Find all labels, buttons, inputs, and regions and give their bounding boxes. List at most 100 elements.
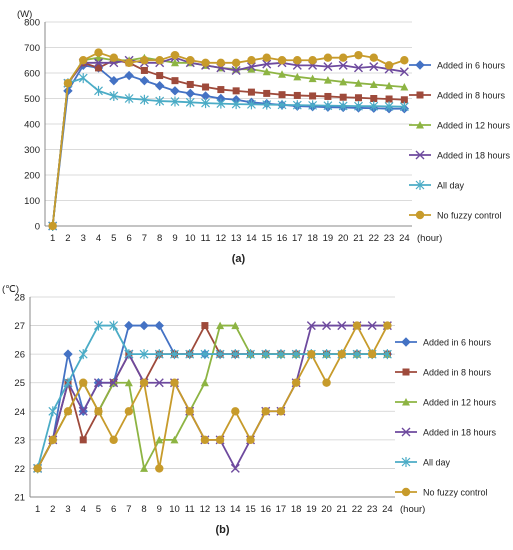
data-point [247,99,256,110]
data-point [322,321,332,331]
data-point [354,101,363,112]
y-tick-label: 26 [14,350,25,361]
x-tick-label: 11 [201,233,211,244]
data-point [369,53,378,62]
series-line [51,59,405,227]
legend-item: Added in 12 hours [409,121,511,131]
legend-label: No fuzzy control [437,211,502,221]
y-tick-label: 600 [24,69,40,80]
data-point [48,406,58,417]
x-tick-label: 2 [50,504,55,515]
series-all-day [33,320,392,474]
data-point [200,378,209,387]
legend-marker [415,210,425,220]
data-point [154,320,164,331]
data-point [202,83,210,91]
data-point [78,349,88,360]
legend-item: Added in 8 hours [395,368,492,378]
x-tick-label: 18 [307,233,318,244]
x-tick-label: 8 [157,233,162,244]
data-point [139,349,149,360]
data-point [231,65,241,75]
data-point [170,435,179,444]
x-tick-label: 9 [172,233,177,244]
legend-marker [401,337,411,347]
data-point [354,50,363,60]
data-point [93,378,103,388]
x-tick-label: 23 [384,233,395,244]
data-point [293,72,302,81]
data-point [263,89,271,97]
data-point [293,56,302,65]
legend-marker [402,398,410,406]
data-point [186,56,195,65]
data-point [63,79,73,88]
data-point [291,378,301,387]
data-point [217,86,225,94]
data-point [308,74,317,83]
chart-caption: (b) [215,524,229,536]
data-point [385,81,394,90]
legend-item: Added in 18 hours [409,151,511,161]
x-tick-label: 17 [276,504,287,515]
legend-label: Added in 18 hours [437,151,511,161]
data-point [306,321,316,331]
series-added-in-18-hours [48,53,409,231]
y-axis-unit: (℃) [2,284,19,295]
data-point [154,81,165,91]
x-tick-label: 18 [291,504,302,515]
data-point [170,50,180,60]
data-point [277,99,287,110]
data-point [400,96,408,104]
x-tick-label: 1 [50,233,55,244]
x-tick-label: 5 [111,233,116,244]
legend-label: Added in 6 hours [423,338,492,348]
data-point [307,349,316,359]
data-point [124,320,134,331]
y-tick-label: 200 [24,171,40,182]
legend-item: No fuzzy control [409,211,502,221]
data-point [247,65,256,73]
data-point [201,98,210,109]
series-added-in-6-hours [47,60,410,231]
legend-marker [401,427,411,437]
x-tick-label: 4 [81,504,86,515]
series-added-in-6-hours [32,320,393,474]
x-tick-label: 6 [126,233,131,244]
data-point [94,48,103,57]
legend-marker [415,60,425,70]
x-tick-label: 23 [367,504,378,515]
x-tick-label: 6 [111,504,116,515]
y-tick-label: 23 [14,435,25,446]
data-point [170,378,179,387]
data-point [63,407,73,416]
x-tick-label: 16 [277,233,288,244]
data-point [369,62,379,72]
data-point [185,88,195,99]
data-point [323,53,333,62]
data-point [276,349,286,360]
legend-marker [415,180,425,190]
data-point [139,94,149,105]
data-point [140,66,148,74]
legend-label: Added in 18 hours [423,428,497,438]
data-point [201,322,209,330]
data-point [94,320,103,331]
data-point [339,93,347,101]
x-tick-label: 14 [246,233,257,244]
data-point [246,62,256,72]
chart-caption: (a) [232,253,246,265]
data-point [109,53,119,62]
data-point [95,64,103,72]
data-point [278,91,286,99]
data-point [186,80,194,88]
x-tick-label: 20 [321,504,332,515]
series-line [51,56,405,227]
data-point [171,77,179,85]
data-point [385,95,393,103]
data-point [215,435,225,445]
data-point [308,100,318,111]
data-point [79,436,87,444]
data-point [109,378,119,388]
y-tick-label: 700 [24,43,40,54]
